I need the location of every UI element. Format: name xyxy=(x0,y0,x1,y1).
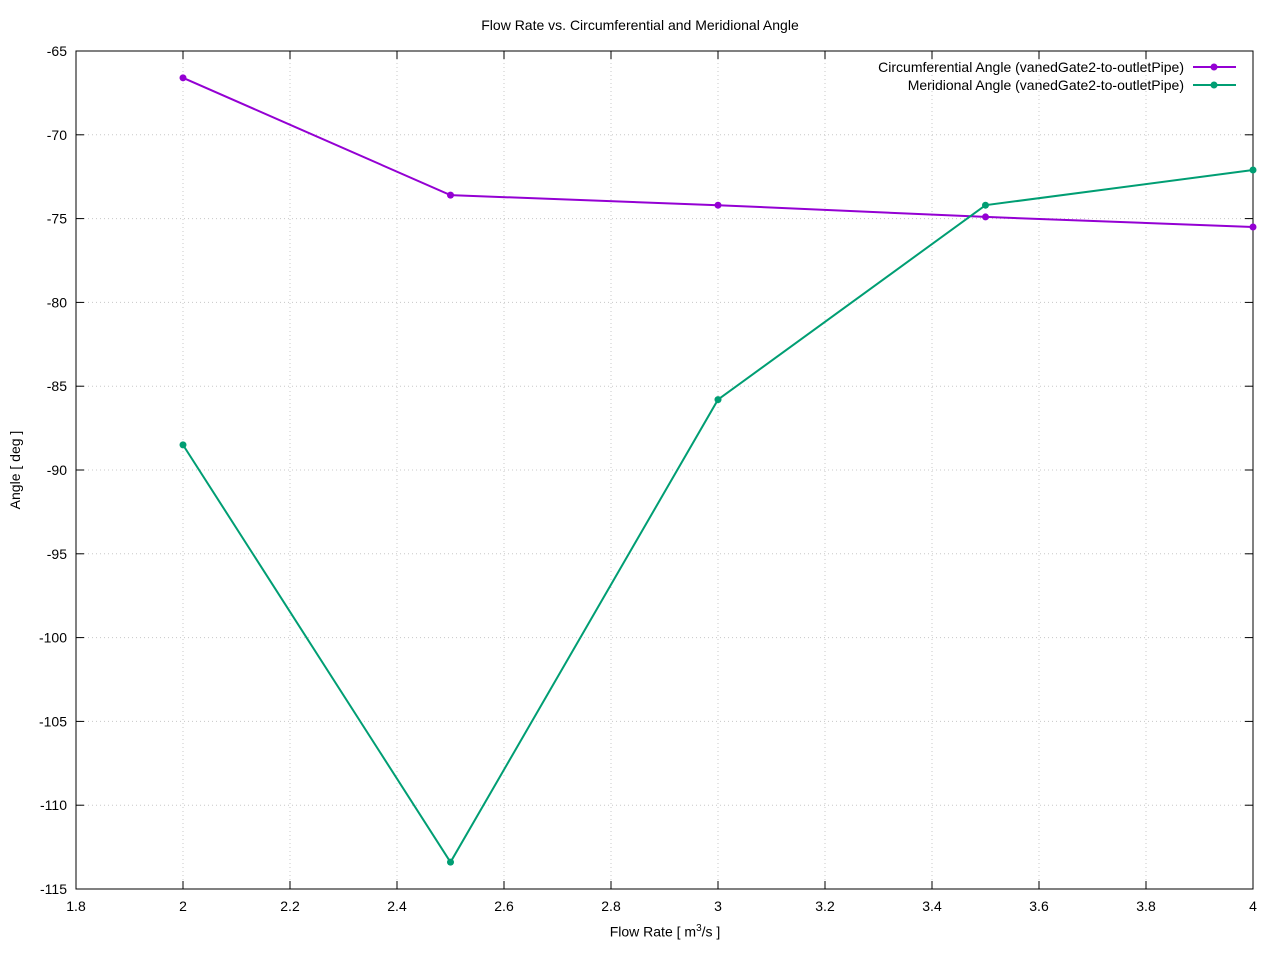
data-point xyxy=(1249,223,1257,231)
data-point xyxy=(179,441,187,449)
data-point xyxy=(714,396,722,404)
y-tick-label: -95 xyxy=(47,546,67,562)
data-point xyxy=(179,74,187,82)
y-tick-label: -80 xyxy=(47,294,67,310)
x-tick-label: 2.8 xyxy=(601,898,621,914)
y-tick-label: -90 xyxy=(47,462,67,478)
data-point xyxy=(447,858,454,866)
data-point xyxy=(982,201,989,209)
y-tick-label: -105 xyxy=(39,713,67,729)
legend-label: Meridional Angle (vanedGate2-to-outletPi… xyxy=(908,77,1184,93)
x-tick-label: 2 xyxy=(179,898,187,914)
x-tick-label: 2.4 xyxy=(387,898,407,914)
legend-marker xyxy=(1210,63,1218,71)
legend-label: Circumferential Angle (vanedGate2-to-out… xyxy=(878,59,1184,75)
y-tick-label: -115 xyxy=(40,881,67,897)
y-tick-label: -65 xyxy=(47,43,67,59)
x-tick-label: 3 xyxy=(714,898,722,914)
y-tick-label: -110 xyxy=(40,797,67,813)
x-tick-label: 3.8 xyxy=(1136,898,1156,914)
y-tick-label: -70 xyxy=(47,127,67,143)
x-tick-label: 4 xyxy=(1249,898,1257,914)
x-tick-label: 3.2 xyxy=(815,898,835,914)
x-axis-label: Flow Rate [ m3/s ] xyxy=(609,923,721,940)
data-point xyxy=(982,213,989,221)
data-point xyxy=(714,201,722,209)
data-point xyxy=(447,191,454,199)
x-tick-label: 1.8 xyxy=(66,898,86,914)
y-tick-label: -85 xyxy=(47,378,67,394)
x-tick-label: 3.6 xyxy=(1029,898,1049,914)
y-tick-label: -100 xyxy=(39,630,67,646)
chart-title: Flow Rate vs. Circumferential and Meridi… xyxy=(481,17,799,33)
y-axis-label: Angle [ deg ] xyxy=(7,430,23,510)
x-tick-label: 2.6 xyxy=(494,898,514,914)
y-tick-label: -75 xyxy=(47,211,67,227)
x-tick-label: 2.2 xyxy=(280,898,300,914)
legend-marker xyxy=(1210,81,1218,89)
series-line-2 xyxy=(182,169,1254,865)
data-point xyxy=(1249,166,1257,174)
x-tick-label: 3.4 xyxy=(922,898,942,914)
